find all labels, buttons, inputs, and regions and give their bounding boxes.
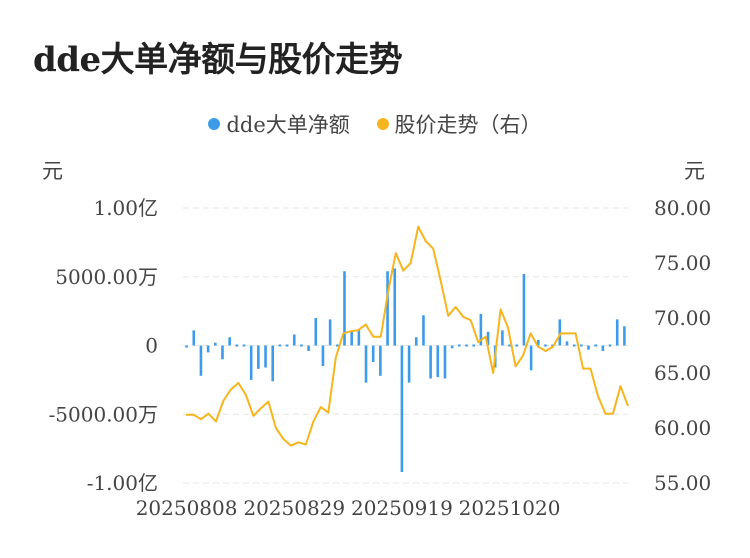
right-axis-ticks: 80.00 75.00 70.00 65.00 60.00 55.00 <box>654 196 711 495</box>
dde-bar[interactable] <box>565 341 569 346</box>
bar-series <box>185 268 626 473</box>
right-tick-label: 55.00 <box>654 471 711 495</box>
x-tick-label: 20250808 <box>136 496 238 520</box>
dde-bar[interactable] <box>536 340 540 346</box>
dde-bar[interactable] <box>314 318 318 346</box>
dde-bar[interactable] <box>336 344 339 347</box>
dde-bar[interactable] <box>185 345 188 348</box>
dde-bar[interactable] <box>472 344 475 347</box>
dde-bar[interactable] <box>414 337 418 346</box>
legend-label-price: 股价走势（右） <box>394 113 542 137</box>
dde-bar[interactable] <box>515 344 519 347</box>
legend-item-dde[interactable]: dde大单净额 <box>208 109 350 139</box>
dde-bar[interactable] <box>407 345 411 383</box>
dde-bar[interactable] <box>529 345 533 371</box>
dde-bar[interactable] <box>422 315 425 346</box>
left-tick-label: 1.00亿 <box>93 196 158 220</box>
dde-bar[interactable] <box>608 344 612 347</box>
left-tick-label: 5000.00万 <box>55 265 158 289</box>
x-tick-label: 20251020 <box>459 496 561 520</box>
legend-dot-dde-icon <box>208 118 221 130</box>
dde-bar[interactable] <box>558 319 562 346</box>
dde-bar[interactable] <box>623 326 626 346</box>
dde-bar[interactable] <box>264 345 267 368</box>
dde-bar[interactable] <box>257 345 260 369</box>
dde-bar[interactable] <box>501 330 504 346</box>
x-tick-label: 20250829 <box>243 496 345 520</box>
dde-bar[interactable] <box>307 345 310 352</box>
dde-bar[interactable] <box>364 345 368 383</box>
dde-bar[interactable] <box>343 271 346 346</box>
right-tick-label: 60.00 <box>654 416 711 440</box>
dde-bar[interactable] <box>285 344 289 347</box>
dde-bar[interactable] <box>228 337 231 346</box>
dde-bar[interactable] <box>221 345 224 360</box>
left-tick-label: 0 <box>145 334 158 358</box>
chart-title: dde大单净额与股价走势 <box>33 40 403 80</box>
dde-bar[interactable] <box>486 331 490 346</box>
dde-bar[interactable] <box>278 344 282 347</box>
legend-label-dde: dde大单净额 <box>226 113 350 137</box>
line-series <box>186 225 629 447</box>
dde-bar[interactable] <box>271 345 275 382</box>
dde-bar[interactable] <box>192 330 196 346</box>
right-tick-label: 70.00 <box>654 306 711 330</box>
dde-bar[interactable] <box>580 344 583 347</box>
legend-dot-price-icon <box>376 118 389 130</box>
dde-bar[interactable] <box>321 345 325 367</box>
left-tick-label: -1.00亿 <box>87 471 158 495</box>
chart-legend: dde大单净额 股价走势（右） <box>0 109 750 139</box>
dde-bar[interactable] <box>479 313 483 346</box>
price-line[interactable] <box>186 225 629 447</box>
dde-bar[interactable] <box>450 345 454 349</box>
dde-bar[interactable] <box>242 344 246 347</box>
dde-bar[interactable] <box>594 344 598 347</box>
dde-bar[interactable] <box>249 345 253 380</box>
dde-bar[interactable] <box>357 330 361 346</box>
dde-bar[interactable] <box>572 344 576 347</box>
x-axis-ticks: 20250808 20250829 20250919 20251020 <box>136 496 561 520</box>
dde-bar[interactable] <box>443 345 447 379</box>
dde-bar[interactable] <box>400 345 404 473</box>
dde-bar[interactable] <box>508 344 511 347</box>
dde-bar[interactable] <box>522 274 526 346</box>
left-axis-ticks: 1.00亿 5000.00万 0 -5000.00万 -1.00亿 <box>49 196 158 495</box>
dde-bar[interactable] <box>465 344 468 347</box>
dde-bar[interactable] <box>213 342 217 346</box>
left-tick-label: -5000.00万 <box>49 402 158 426</box>
dde-bar[interactable] <box>458 344 461 347</box>
dde-bar[interactable] <box>206 345 210 353</box>
x-tick-label: 20250919 <box>351 496 453 520</box>
dde-bar[interactable] <box>393 268 397 346</box>
dde-bar[interactable] <box>615 319 619 346</box>
dde-bar[interactable] <box>379 345 382 376</box>
dde-bar[interactable] <box>328 319 332 346</box>
right-tick-label: 65.00 <box>654 361 711 385</box>
right-tick-label: 75.00 <box>654 251 711 275</box>
dde-bar[interactable] <box>199 345 203 376</box>
dde-bar[interactable] <box>292 334 296 346</box>
dde-bar[interactable] <box>350 331 353 346</box>
dde-bar[interactable] <box>601 345 605 352</box>
dde-bar[interactable] <box>429 345 432 379</box>
right-tick-label: 80.00 <box>654 196 711 220</box>
legend-item-price[interactable]: 股价走势（右） <box>376 109 542 139</box>
dde-bar[interactable] <box>587 345 590 350</box>
left-axis-unit: 元 <box>42 159 63 183</box>
dde-bar[interactable] <box>371 345 375 363</box>
dde-bar[interactable] <box>235 344 239 347</box>
grid-lines <box>183 207 628 484</box>
right-axis-unit: 元 <box>684 159 705 183</box>
dde-bar[interactable] <box>300 344 303 347</box>
dde-bar[interactable] <box>436 345 440 378</box>
dde-bar[interactable] <box>544 344 547 347</box>
dde-bar[interactable] <box>386 271 389 346</box>
